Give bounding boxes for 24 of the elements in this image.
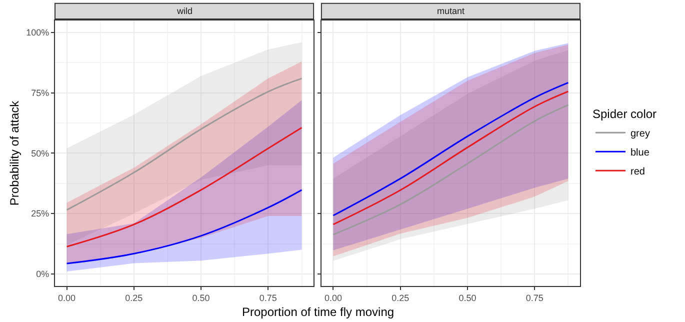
line-series — [66, 189, 302, 264]
y-tick-label: 75% — [31, 88, 50, 98]
line-series — [66, 126, 302, 248]
line-series — [66, 78, 302, 211]
x-tick-label: 0.25 — [392, 292, 410, 303]
y-tick-label: 0% — [36, 269, 50, 280]
y-tick-label: 25% — [31, 208, 50, 219]
y-tick-label: 100% — [26, 28, 50, 38]
x-tick-label: 0.50 — [192, 292, 210, 303]
x-tick-label: 0.00 — [324, 292, 342, 303]
y-axis-title: Probability of attack — [7, 100, 22, 206]
x-tick-label: 0.00 — [58, 292, 76, 303]
chart-title: wild — [176, 6, 193, 16]
legend-title: Spider color — [592, 107, 657, 122]
y-tick-label: 50% — [31, 148, 50, 158]
x-tick-label: 0.75 — [259, 292, 277, 303]
legend-label: red — [630, 166, 645, 178]
chart-title: mutant — [437, 6, 466, 16]
x-tick-label: 0.50 — [458, 292, 476, 303]
x-axis-title: Proportion of time fly moving — [242, 305, 394, 319]
legend-label: grey — [630, 128, 650, 140]
legend-label: blue — [630, 148, 650, 158]
x-tick-label: 0.75 — [526, 292, 544, 303]
x-tick-label: 0.25 — [125, 292, 143, 303]
